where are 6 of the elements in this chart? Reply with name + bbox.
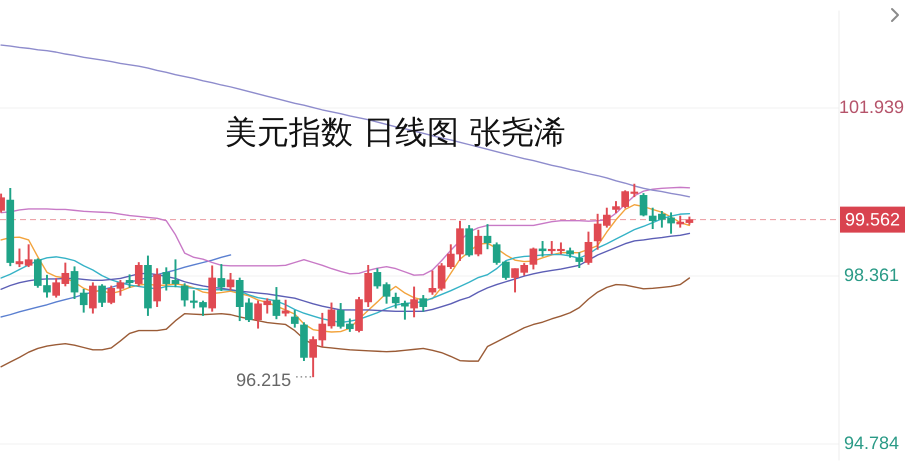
annotation: 96.215	[236, 370, 292, 390]
y-tick-label: 101.939	[838, 97, 904, 118]
y-tick-label: 94.784	[844, 433, 900, 454]
ref-line-label: 99.562	[844, 210, 900, 230]
y-tick-label: 98.361	[844, 265, 900, 286]
text: 美元指数 日线图 张尧浠	[225, 113, 566, 151]
